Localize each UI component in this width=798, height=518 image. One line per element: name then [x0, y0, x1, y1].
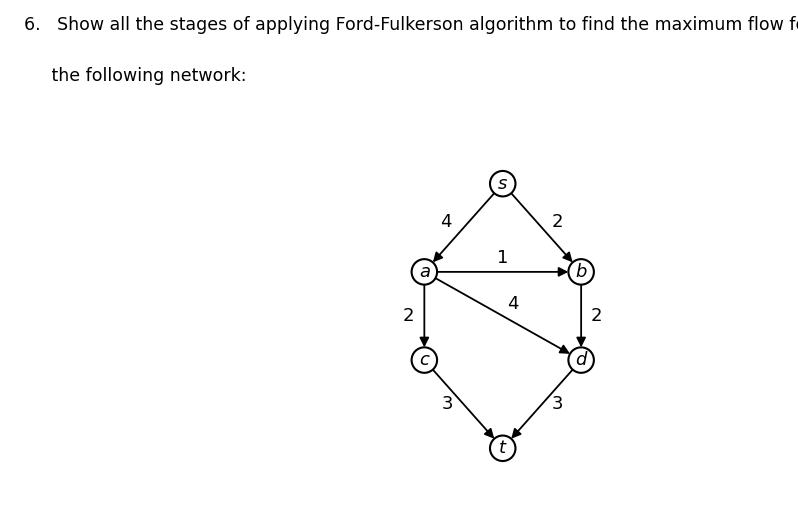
Text: 4: 4: [440, 213, 452, 231]
Text: 6.   Show all the stages of applying Ford-Fulkerson algorithm to find the maximu: 6. Show all the stages of applying Ford-…: [24, 16, 798, 34]
Text: s: s: [498, 175, 508, 193]
Text: b: b: [575, 263, 587, 281]
Text: 2: 2: [552, 213, 563, 231]
Text: 3: 3: [442, 395, 453, 413]
Text: the following network:: the following network:: [24, 67, 247, 85]
Text: 1: 1: [497, 249, 508, 267]
Circle shape: [412, 259, 437, 284]
Text: a: a: [419, 263, 430, 281]
Text: 4: 4: [507, 295, 518, 313]
Text: 2: 2: [403, 307, 414, 325]
Circle shape: [568, 348, 594, 373]
Text: t: t: [500, 439, 506, 457]
Text: c: c: [420, 351, 429, 369]
Circle shape: [490, 171, 516, 196]
Text: d: d: [575, 351, 587, 369]
Text: 3: 3: [552, 395, 563, 413]
Text: 2: 2: [591, 307, 602, 325]
Circle shape: [412, 348, 437, 373]
Circle shape: [568, 259, 594, 284]
Circle shape: [490, 436, 516, 461]
